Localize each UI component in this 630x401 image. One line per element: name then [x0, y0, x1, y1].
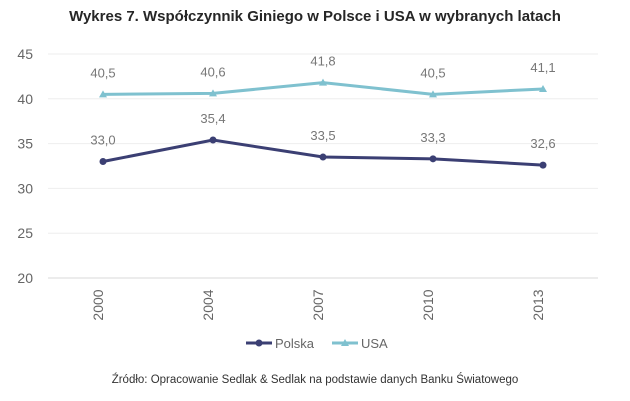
data-point: [99, 90, 107, 98]
data-point: [99, 158, 107, 166]
y-tick-label: 40: [17, 91, 33, 107]
y-tick-label: 45: [17, 46, 33, 62]
y-tick-label: 30: [17, 180, 33, 196]
legend-label: Polska: [275, 336, 315, 351]
source-note: Źródło: Opracowanie Sedlak & Sedlak na p…: [111, 374, 519, 386]
data-label: 32,6: [530, 136, 555, 151]
chart-title: Wykres 7. Współczynnik Giniego w Polsce …: [69, 8, 561, 25]
data-point: [209, 136, 217, 144]
data-label: 35,4: [200, 111, 225, 126]
data-label: 40,5: [420, 65, 445, 80]
data-point: [539, 161, 547, 169]
y-tick-label: 25: [17, 225, 33, 241]
legend-marker: [341, 339, 349, 346]
data-point: [429, 90, 437, 98]
data-point: [319, 153, 327, 161]
data-label: 40,5: [90, 65, 115, 80]
x-tick-label: 2010: [420, 289, 436, 320]
data-point: [539, 84, 547, 92]
data-label: 33,3: [420, 130, 445, 145]
y-tick-label: 35: [17, 136, 33, 152]
legend-marker: [255, 339, 263, 347]
data-point: [209, 89, 217, 97]
data-label: 41,1: [530, 60, 555, 75]
x-tick-label: 2004: [200, 289, 216, 320]
x-tick-label: 2007: [310, 289, 326, 320]
y-tick-label: 20: [17, 270, 33, 286]
x-tick-label: 2000: [90, 289, 106, 320]
data-label: 33,5: [310, 128, 335, 143]
data-label: 41,8: [310, 54, 335, 69]
legend-label: USA: [361, 336, 388, 351]
data-label: 33,0: [90, 133, 115, 148]
data-point: [319, 78, 327, 86]
x-tick-label: 2013: [530, 289, 546, 320]
data-point: [429, 155, 437, 163]
data-label: 40,6: [200, 64, 225, 79]
